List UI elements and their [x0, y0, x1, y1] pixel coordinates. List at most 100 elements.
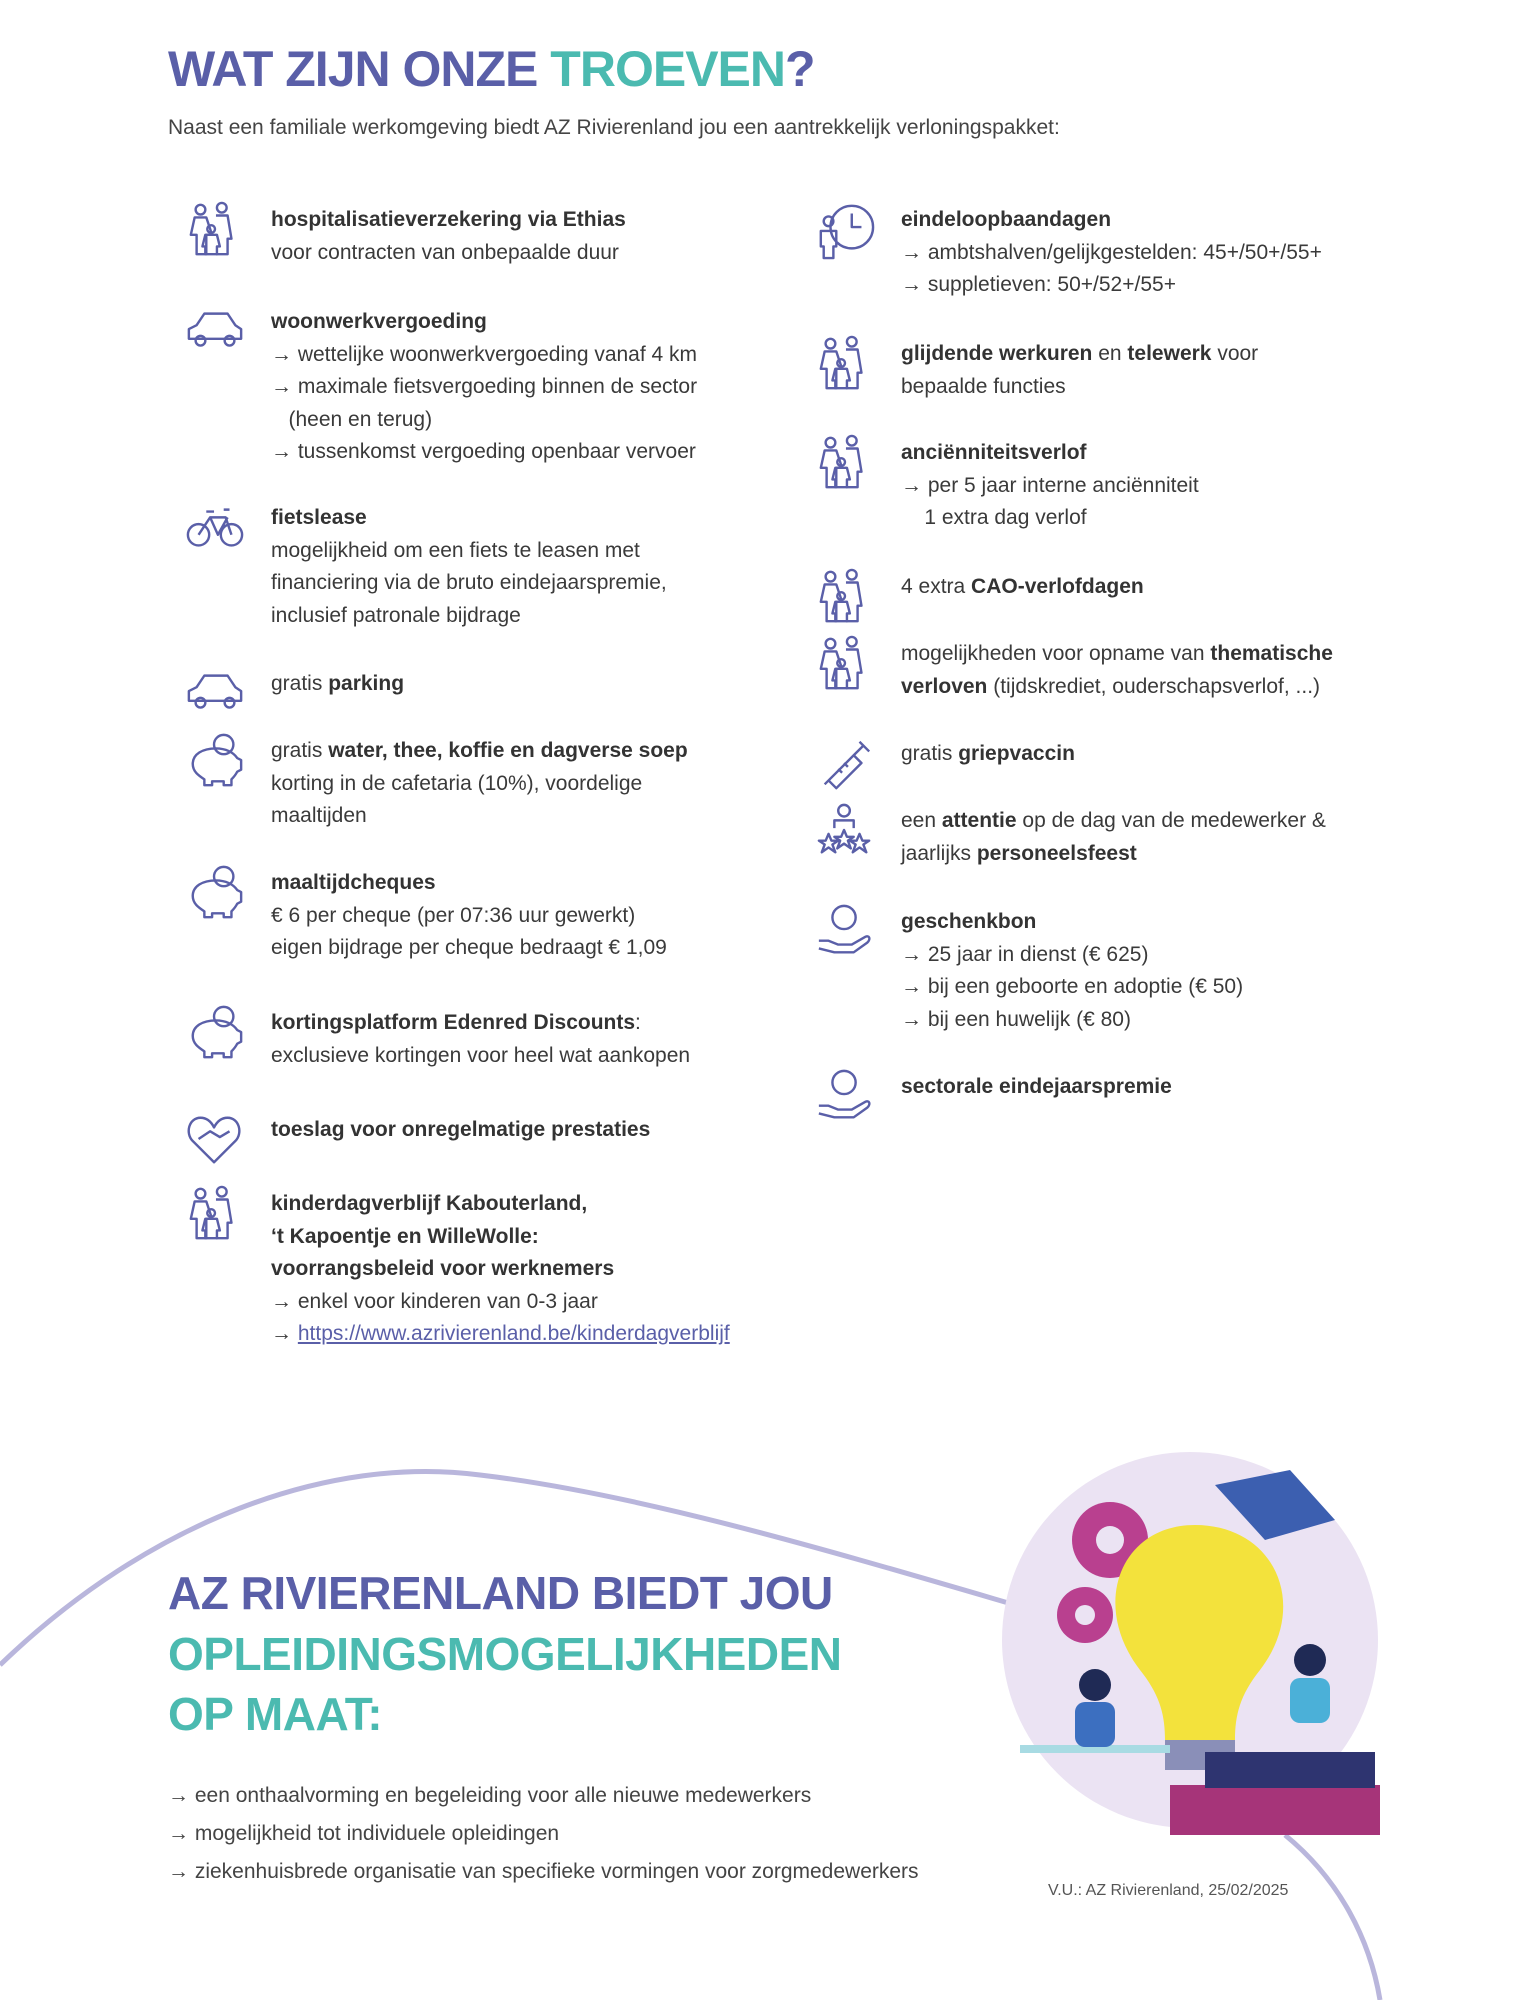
benefit-text: mogelijkheid om een fiets te leasen met [271, 538, 640, 562]
person-icon [1079, 1669, 1111, 1701]
benefit-bold-text: kortingsplatform Edenred Discounts [271, 1011, 636, 1034]
piggy-bank-euro-icon [185, 731, 245, 791]
benefit-bold-text: toeslag voor onregelmatige prestaties [271, 1118, 651, 1141]
lightbulb-illustration [1002, 1452, 1380, 1835]
benefit-bold-text: attentie [941, 809, 1017, 832]
benefit-line: kortingsplatform Edenred Discounts: [271, 1007, 831, 1040]
benefit-line: sectorale eindejaarspremie [901, 1071, 1461, 1104]
family-icon [815, 634, 875, 694]
benefit-text: mogelijkheden voor opname van [901, 642, 1211, 665]
training-bullet: → mogelijkheid tot individuele opleiding… [168, 1822, 560, 1845]
benefit-text: op de dag van de medewerker & [1016, 809, 1326, 832]
training-bullet: → ziekenhuisbrede organisatie van specif… [168, 1860, 919, 1883]
benefit-text: → bij een huwelijk (€ 80) [901, 1007, 1131, 1031]
benefit-text: 4 extra [901, 575, 972, 598]
benefit-line: jaarlijks personeelsfeest [901, 838, 1461, 871]
benefit-bold-text: verloven [901, 674, 988, 698]
benefit-line: geschenkbon [901, 906, 1461, 939]
benefit-line: mogelijkheid om een fiets te leasen met [271, 535, 831, 568]
benefit-bold-text: telewerk [1127, 342, 1212, 365]
training-heading-line-1: AZ RIVIERENLAND BIEDT JOU [168, 1567, 833, 1619]
benefit-text: gratis [901, 742, 959, 765]
hand-euro-coin-icon [815, 902, 875, 962]
benefit-text: 1 extra dag verlof [901, 506, 1087, 529]
kinderdagverblijf-link[interactable]: https://www.azrivierenland.be/kinderdagv… [297, 1322, 730, 1345]
person-clock-icon [815, 200, 875, 260]
benefit-text: → enkel voor kinderen van 0-3 jaar [271, 1289, 598, 1313]
benefit-line: een attentie op de dag van de medewerker… [901, 805, 1461, 838]
family-icon [185, 1184, 245, 1244]
family-icon [815, 567, 875, 627]
benefit-text: : [635, 1011, 641, 1034]
benefit-text: maaltijden [271, 804, 367, 827]
person-stars-icon [815, 801, 875, 861]
car-icon [185, 302, 245, 362]
benefit-bold-text: thematische [1210, 642, 1333, 665]
benefit-text: jaarlijks [901, 841, 977, 865]
benefit-text: → maximale fietsvergoeding binnen de sec… [271, 375, 698, 398]
family-icon [185, 200, 245, 260]
benefit-line: → wettelijke woonwerkvergoeding vanaf 4 … [271, 339, 831, 372]
benefit-text: inclusief patronale bijdrage [271, 603, 521, 627]
benefit-line: 1 extra dag verlof [901, 502, 1461, 535]
benefit-line: gratis parking [271, 668, 831, 701]
benefit-line: glijdende werkuren en telewerk voor [901, 338, 1461, 371]
benefit-text: → ambtshalven/gelijkgestelden: 45+/50+/5… [901, 240, 1322, 264]
benefit-line: maaltijden [271, 800, 831, 833]
benefit-line: → suppletieven: 50+/52+/55+ [901, 269, 1461, 302]
benefit-line: fietslease [271, 502, 831, 535]
benefit-bold-text: geschenkbon [901, 910, 1037, 933]
benefit-text: → 25 jaar in dienst (€ 625) [901, 942, 1149, 966]
benefit-text: (heen en terug) [271, 407, 433, 431]
benefit-bold-text: personeelsfeest [976, 841, 1137, 865]
benefit-line: → ambtshalven/gelijkgestelden: 45+/50+/5… [901, 237, 1461, 270]
benefit-text: → tussenkomst vergoeding openbaar vervoe… [271, 440, 696, 463]
benefit-text: financiering via de bruto eindejaarsprem… [271, 571, 667, 594]
benefit-text: € 6 per cheque (per 07:36 uur gewerkt) [271, 903, 636, 927]
benefit-line: → 25 jaar in dienst (€ 625) [901, 939, 1461, 972]
training-bullet: → een onthaalvorming en begeleiding voor… [168, 1784, 812, 1807]
benefit-text: gratis [271, 739, 329, 762]
training-heading-line-2: OPLEIDINGSMOGELIJKHEDEN [168, 1628, 842, 1680]
bicycle-icon [185, 498, 245, 558]
benefit-line: eindeloopbaandagen [901, 204, 1461, 237]
benefit-text: → wettelijke woonwerkvergoeding vanaf 4 … [271, 342, 698, 366]
benefit-text: → suppletieven: 50+/52+/55+ [901, 273, 1176, 296]
benefit-line: ‘t Kapoentje en WilleWolle: [271, 1221, 831, 1254]
benefit-text: voor [1211, 342, 1259, 365]
intro-text: Naast een familiale werkomgeving biedt A… [168, 116, 1060, 139]
benefit-bold-text: CAO-verlofdagen [971, 575, 1144, 598]
benefit-line: → enkel voor kinderen van 0-3 jaar [271, 1286, 831, 1319]
benefit-text: → per 5 jaar interne anciënniteit [901, 473, 1199, 497]
benefit-text: exclusieve kortingen voor heel wat aanko… [271, 1043, 691, 1067]
syringe-icon [815, 734, 875, 794]
benefit-text: → bij een geboorte en adoptie (€ 50) [901, 975, 1244, 998]
training-heading-line-3: OP MAAT: [168, 1688, 383, 1740]
benefit-line: € 6 per cheque (per 07:36 uur gewerkt) [271, 900, 831, 933]
benefit-text: → [271, 1322, 298, 1345]
benefit-bold-text: maaltijdcheques [271, 871, 436, 894]
benefit-line: inclusief patronale bijdrage [271, 600, 831, 633]
piggy-bank-euro-icon [185, 1003, 245, 1063]
benefit-line: voor contracten van onbepaalde duur [271, 237, 831, 270]
benefit-bold-text: ‘t Kapoentje en WilleWolle: [271, 1224, 539, 1248]
benefit-line: maaltijdcheques [271, 867, 831, 900]
benefit-line: verloven (tijdskrediet, ouderschapsverlo… [901, 671, 1461, 704]
benefit-line: anciënniteitsverlof [901, 437, 1461, 470]
benefit-text: eigen bijdrage per cheque bedraagt € 1,0… [271, 936, 667, 959]
benefit-line: bepaalde functies [901, 371, 1461, 404]
benefit-bold-text: water, thee, koffie en dagverse soep [328, 739, 688, 762]
benefit-line: gratis water, thee, koffie en dagverse s… [271, 735, 831, 768]
responsible-publisher: V.U.: AZ Rivierenland, 25/02/2025 [1048, 1882, 1289, 1899]
benefit-line: kinderdagverblijf Kabouterland, [271, 1188, 831, 1221]
benefit-line: → tussenkomst vergoeding openbaar vervoe… [271, 436, 831, 469]
benefit-text: een [901, 809, 942, 832]
benefit-line: → per 5 jaar interne anciënniteit [901, 470, 1461, 503]
desk-icon [1020, 1745, 1170, 1753]
benefit-text: bepaalde functies [901, 374, 1066, 398]
benefit-line: exclusieve kortingen voor heel wat aanko… [271, 1040, 831, 1073]
benefit-line: gratis griepvaccin [901, 738, 1461, 771]
person-icon [1294, 1644, 1326, 1676]
benefit-line: (heen en terug) [271, 404, 831, 437]
